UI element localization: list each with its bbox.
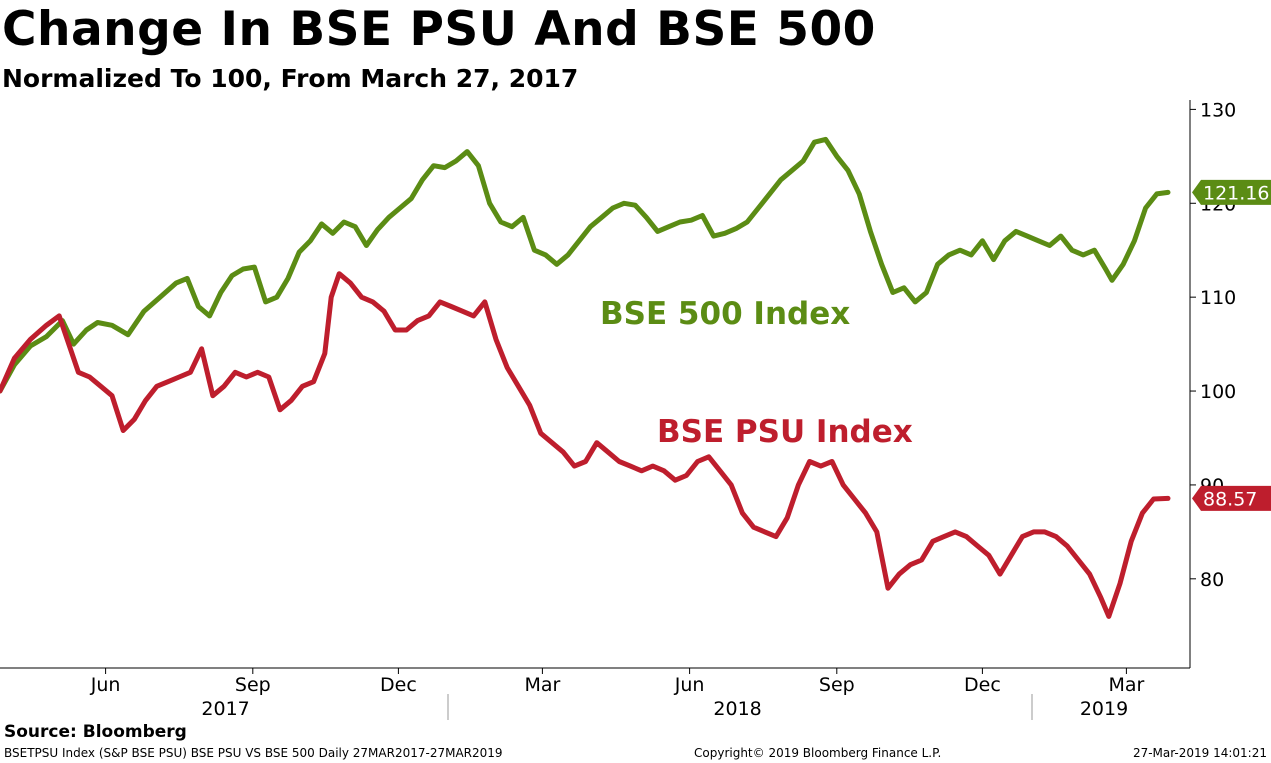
last-value-badge: [1192, 485, 1271, 511]
y-tick-label: 110: [1200, 287, 1236, 309]
last-value-badge: [1192, 179, 1271, 205]
source-note: Source: Bloomberg: [4, 722, 187, 742]
series-line-bse-500: [0, 136, 1171, 394]
last-value-label: 121.16: [1203, 182, 1269, 204]
footer-copyright: Copyright© 2019 Bloomberg Finance L.P.: [694, 746, 942, 760]
x-tick-label: Sep: [819, 674, 855, 696]
last-value-label: 88.57: [1203, 488, 1257, 510]
y-tick-label: 80: [1200, 569, 1224, 591]
year-label: 2017: [201, 698, 249, 720]
footer-description: BSETPSU Index (S&P BSE PSU) BSE PSU VS B…: [4, 746, 503, 760]
x-tick-label: Jun: [674, 674, 705, 696]
x-tick-label: Mar: [524, 674, 560, 696]
year-label: 2018: [713, 698, 761, 720]
x-tick-label: Mar: [1108, 674, 1144, 696]
x-tick-label: Sep: [235, 674, 271, 696]
y-tick-label: 100: [1200, 381, 1236, 403]
footer-timestamp: 27-Mar-2019 14:01:21: [1132, 746, 1267, 760]
x-tick-label: Dec: [964, 674, 1001, 696]
x-tick-label: Jun: [90, 674, 121, 696]
series-name-label: BSE 500 Index: [600, 296, 850, 332]
x-tick-label: Dec: [380, 674, 417, 696]
page-title: Change In BSE PSU And BSE 500: [2, 2, 876, 57]
chart-subtitle: Normalized To 100, From March 27, 2017: [2, 64, 579, 93]
year-label: 2019: [1080, 698, 1128, 720]
y-tick-label: 130: [1200, 99, 1236, 121]
series-line-bse-psu: [0, 271, 1171, 619]
series-name-label: BSE PSU Index: [657, 414, 913, 450]
